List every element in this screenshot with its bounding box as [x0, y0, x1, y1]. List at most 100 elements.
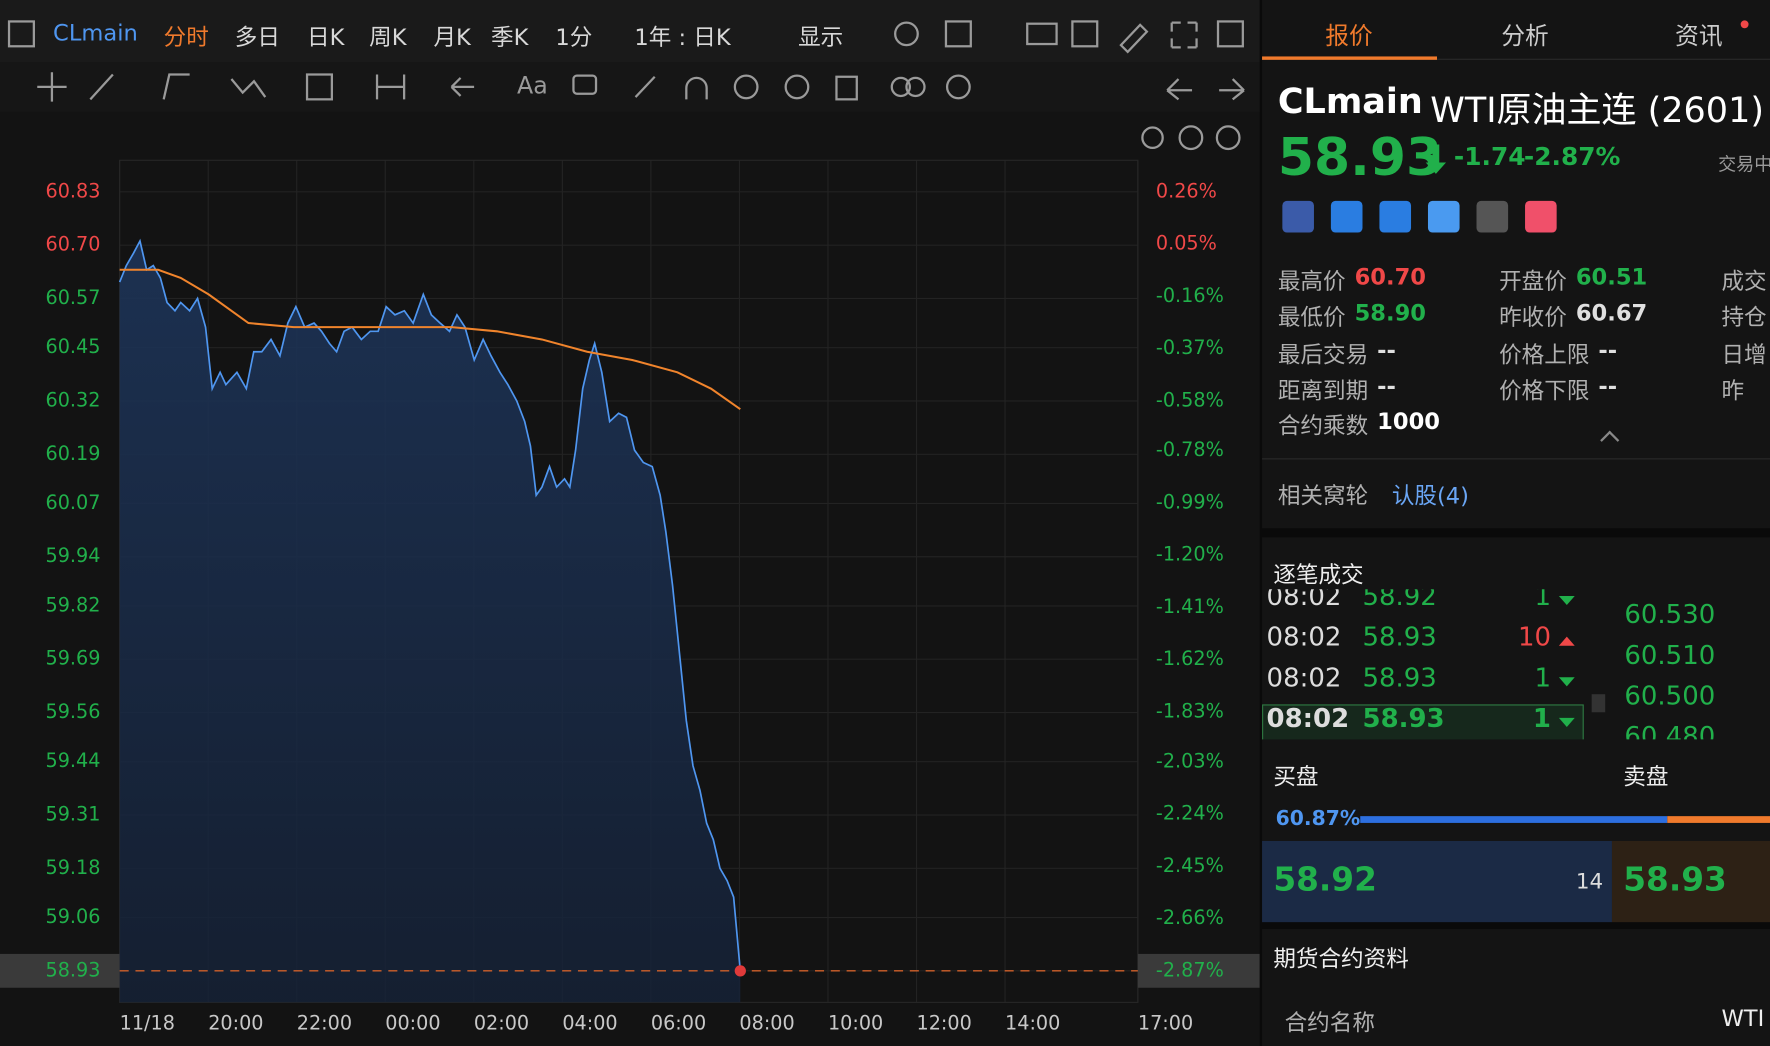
y2-tick-label: -2.66%	[1156, 906, 1224, 929]
reset-icon[interactable]	[1141, 126, 1164, 150]
bid-ratio: 60.87%	[1275, 807, 1361, 831]
status: 交易中	[1718, 153, 1770, 175]
scroll-thumb	[1591, 694, 1606, 713]
trade-price: 58.93	[1362, 623, 1437, 653]
trade-volume: 10	[1517, 623, 1552, 653]
x-tick-label: 04:00	[562, 1011, 617, 1034]
name: WTI原油主连 (2601)	[1430, 90, 1764, 131]
stat-value: --	[1598, 372, 1618, 400]
trade-highlight	[1262, 704, 1584, 740]
x-tick-label: 14:00	[1005, 1011, 1060, 1034]
last-price-box	[0, 953, 120, 988]
arrow-tool[interactable]	[450, 77, 475, 97]
compare-icon[interactable]	[905, 76, 926, 98]
last-price-dot	[734, 965, 746, 977]
stat-value: 1000	[1377, 407, 1441, 435]
hide-tool[interactable]	[784, 74, 810, 100]
book-price: 60.510	[1624, 641, 1716, 671]
tab[interactable]: 资讯	[1675, 22, 1723, 50]
period-tab[interactable]: 多日	[234, 23, 280, 51]
stat-value: --	[1377, 372, 1396, 400]
x-tick-label: 12:00	[917, 1011, 972, 1034]
stat-value: 58.90	[1354, 299, 1427, 327]
measure-tool[interactable]	[375, 74, 406, 100]
y2-tick-label: -0.37%	[1156, 336, 1224, 359]
y-tick-label: 60.57	[46, 286, 101, 309]
delete-tool[interactable]	[835, 75, 858, 101]
display-menu[interactable]: 显示	[798, 23, 844, 51]
range[interactable]: 1年 : 日K	[634, 23, 731, 51]
menu-icon[interactable]	[7, 20, 35, 48]
badge-icon	[1476, 200, 1509, 233]
trade-arrow	[1558, 717, 1575, 727]
stat-label: 日增	[1721, 340, 1767, 368]
trade-arrow	[1558, 596, 1575, 606]
crosshair-icon[interactable]	[37, 72, 67, 102]
last-price-box	[1137, 953, 1260, 988]
price-area	[119, 241, 741, 1003]
pattern-tool[interactable]	[230, 78, 267, 98]
period-tab[interactable]: 日K	[307, 23, 345, 51]
stat-label: 距离到期	[1277, 377, 1369, 405]
layout-icon[interactable]	[944, 20, 972, 48]
fib-tool[interactable]	[305, 73, 334, 101]
compare-icon[interactable]	[890, 76, 911, 98]
magnet-tool[interactable]	[685, 76, 708, 100]
collapse-caret[interactable]	[1600, 430, 1620, 450]
trades: 08:02 58.92 1 08:02 58.93 10 08:02 58.93 1 08:02 5…	[1262, 589, 1770, 740]
period-tab[interactable]: 周K	[369, 23, 407, 51]
period-tab[interactable]: 月K	[433, 23, 471, 51]
y-tick-label: 60.83	[46, 179, 101, 202]
divider	[1259, 0, 1263, 1046]
lock-tool[interactable]	[733, 74, 759, 100]
y-tick-label: 58.93	[46, 958, 101, 981]
band	[1262, 922, 1770, 930]
edit-icon[interactable]	[1071, 20, 1099, 48]
x-tick-label: 22:00	[297, 1011, 352, 1034]
tab[interactable]: 分析	[1501, 22, 1549, 50]
text-tool[interactable]: Aa	[517, 72, 548, 100]
interval[interactable]: 1分	[555, 23, 593, 51]
stat-value: 60.51	[1575, 263, 1648, 291]
zoom-in-icon[interactable]	[1215, 125, 1241, 151]
notify-dot	[1740, 20, 1749, 29]
fullscreen-icon[interactable]	[1170, 21, 1198, 49]
panel-icon[interactable]	[1216, 20, 1244, 48]
trade-time: 08:02	[1266, 663, 1342, 694]
undo-icon[interactable]	[1166, 78, 1193, 101]
indicator-settings[interactable]	[945, 74, 971, 100]
y-tick-label: 59.18	[46, 856, 101, 879]
ratio-bar-ask	[1667, 816, 1770, 823]
tabs-line	[1262, 58, 1770, 60]
camera-icon[interactable]	[1026, 22, 1058, 46]
tab[interactable]: 报价	[1325, 22, 1373, 50]
related-link[interactable]: 认股(4)	[1391, 482, 1469, 510]
pencil-icon[interactable]	[1119, 23, 1149, 54]
stat-label: 昨收价	[1499, 303, 1567, 331]
settings-icon[interactable]	[894, 21, 919, 47]
ruler-tool[interactable]	[634, 75, 656, 98]
stat-label: 最低价	[1277, 303, 1346, 331]
x-tick-label: 20:00	[208, 1011, 263, 1034]
stat-label: 开盘价	[1499, 267, 1567, 295]
period-tab[interactable]: 分时	[163, 23, 209, 51]
stat-label: 价格下限	[1499, 377, 1590, 405]
y-tick-label: 60.70	[46, 233, 101, 256]
stat-label: 最高价	[1277, 267, 1346, 295]
info-label: 合约名称	[1284, 1009, 1375, 1037]
trade-price: 58.93	[1362, 663, 1437, 694]
redo-icon[interactable]	[1219, 78, 1245, 101]
line-tool[interactable]	[89, 73, 114, 101]
code: CLmain	[1277, 81, 1423, 122]
trades-title: 逐笔成交	[1273, 561, 1364, 589]
comment-tool[interactable]	[572, 74, 598, 95]
zoom-out-icon[interactable]	[1178, 125, 1204, 151]
book-price: 60.500	[1624, 681, 1716, 712]
period-tab[interactable]: 季K	[491, 23, 529, 51]
x-tick-label: 02:00	[474, 1011, 529, 1034]
y-tick-label: 59.56	[46, 700, 101, 723]
channel-tool[interactable]	[162, 73, 190, 100]
symbol[interactable]: CLmain	[53, 19, 138, 47]
trade-arrow	[1558, 677, 1575, 687]
stat-value: 60.67	[1575, 299, 1648, 327]
